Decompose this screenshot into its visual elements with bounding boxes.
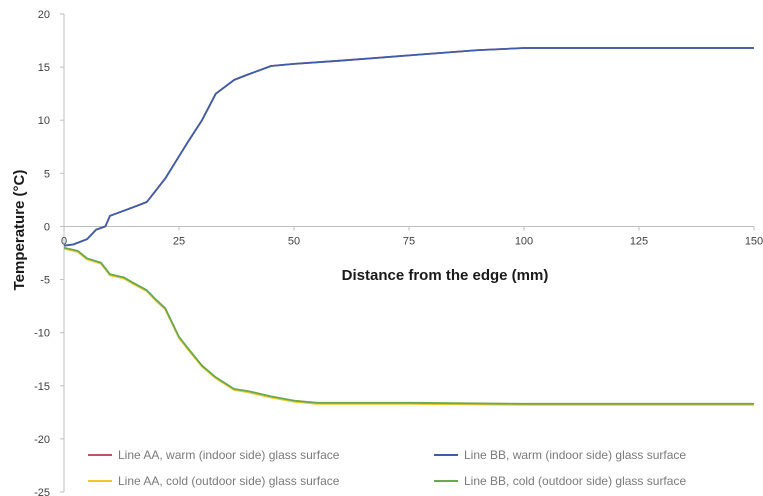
legend-label: Line BB, cold (outdoor side) glass surfa…	[464, 474, 686, 488]
x-tick-label: 50	[288, 235, 300, 247]
x-tick-label: 75	[403, 235, 415, 247]
x-axis-title: Distance from the edge (mm)	[342, 267, 549, 284]
y-tick-label: -20	[34, 434, 50, 446]
x-tick-label: 0	[61, 235, 67, 247]
series-line-1	[63, 47, 754, 247]
x-tick-label: 150	[745, 235, 763, 247]
y-tick-label: 5	[44, 168, 50, 180]
x-axis: 0 25 50 75 100 125 150	[61, 225, 763, 247]
y-tick-label: 10	[38, 115, 50, 127]
y-axis: 20 15 10 5 0 -5 -10 -15 -20 -25	[34, 9, 65, 496]
x-tick-label: 25	[173, 235, 185, 247]
legend-label: Line AA, cold (outdoor side) glass surfa…	[118, 474, 340, 488]
y-tick-label: -10	[34, 328, 50, 340]
legend-item: Line AA, warm (indoor side) glass surfac…	[88, 448, 340, 462]
legend: Line AA, warm (indoor side) glass surfac…	[88, 448, 686, 488]
y-axis-title: Temperature (°C)	[11, 170, 28, 291]
y-tick-label: -5	[40, 275, 50, 287]
legend-item: Line AA, cold (outdoor side) glass surfa…	[88, 474, 340, 488]
y-tick-label: -25	[34, 487, 50, 496]
legend-label: Line AA, warm (indoor side) glass surfac…	[118, 448, 340, 462]
y-tick-label: -15	[34, 381, 50, 393]
series-line-2	[63, 47, 754, 247]
x-tick-label: 125	[630, 235, 648, 247]
legend-item: Line BB, warm (indoor side) glass surfac…	[434, 448, 686, 462]
series-line-4	[63, 246, 754, 405]
y-tick-label: 0	[44, 221, 50, 233]
y-tick-label: 15	[38, 62, 50, 74]
legend-item: Line BB, cold (outdoor side) glass surfa…	[434, 474, 686, 488]
y-tick-label: 20	[38, 9, 50, 21]
x-tick-label: 100	[515, 235, 533, 247]
series-lines	[63, 47, 754, 406]
legend-label: Line BB, warm (indoor side) glass surfac…	[464, 448, 686, 462]
